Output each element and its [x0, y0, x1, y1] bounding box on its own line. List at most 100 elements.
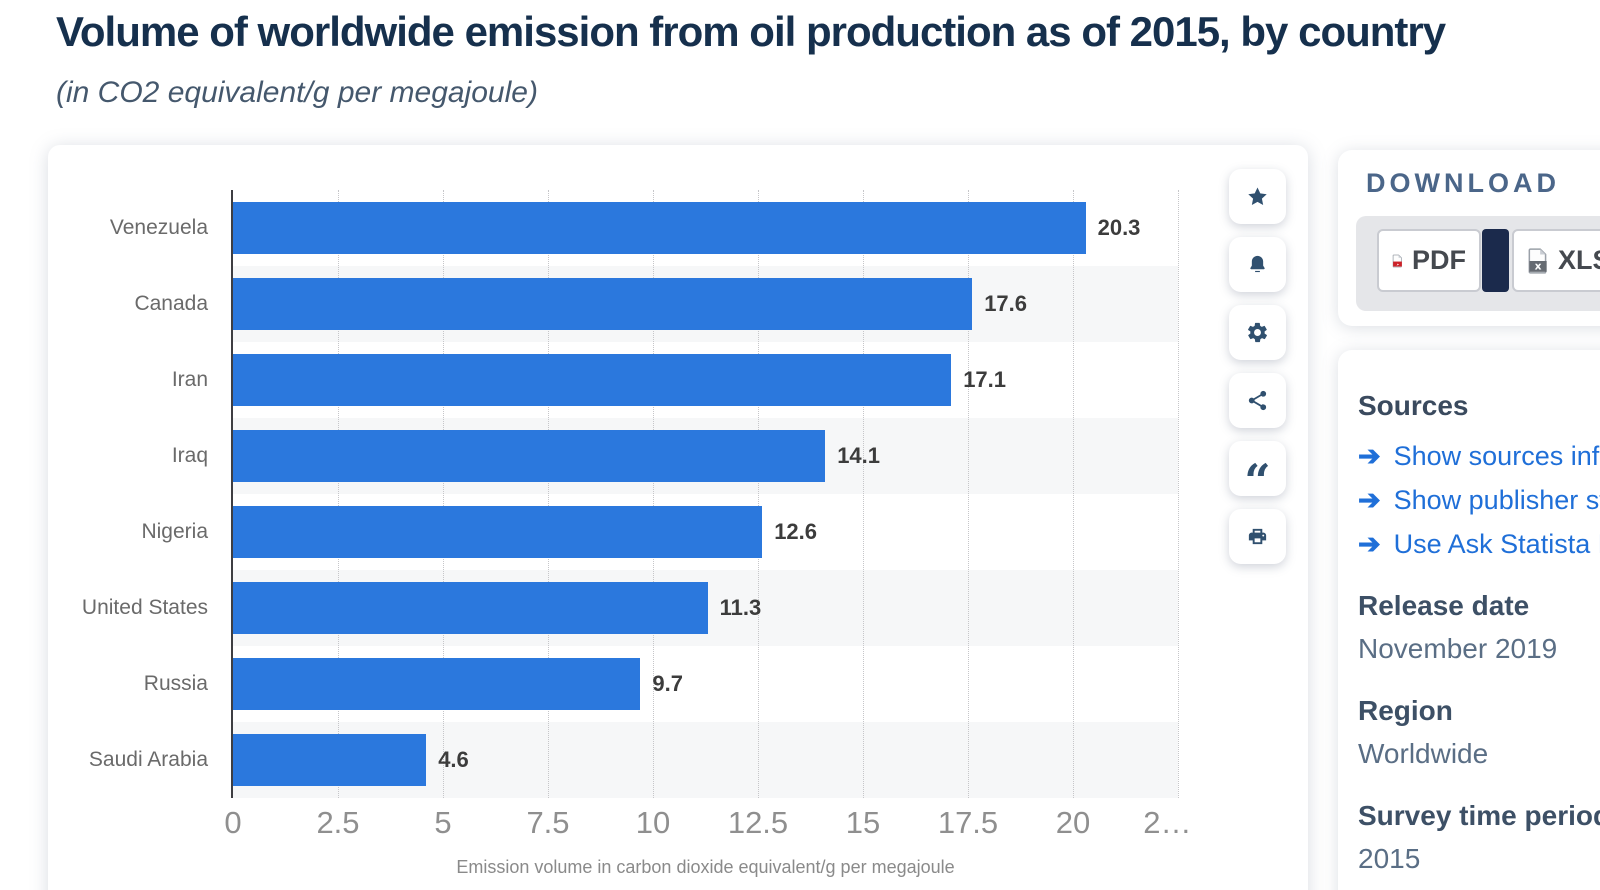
gear-icon [1248, 322, 1267, 343]
bell-icon [1250, 255, 1265, 273]
category-label: Nigeria [141, 520, 208, 543]
download-heading: DOWNLOAD [1366, 168, 1560, 198]
chart-card: Venezuela Canada Iran Iraq Nigeria United Sta… [48, 145, 1308, 890]
share-icon [1248, 390, 1267, 411]
bar-value-label: 20.3 [1097, 215, 1141, 240]
x-axis-caption: Emission volume in carbon dioxide equiva… [456, 857, 955, 877]
bar-nigeria [233, 506, 763, 558]
metadata-field-label: Survey time period [1358, 800, 1600, 831]
source-link-label: Use Ask Statista Research Service [1393, 528, 1600, 559]
x-tick-label: 7.5 [526, 805, 570, 840]
metadata-fields: Release date November 2019 Region Worldw… [1358, 588, 1600, 890]
bar-saudi-arabia [233, 734, 427, 786]
gridline [968, 190, 969, 798]
bar-united-states [233, 582, 708, 634]
quote-icon: “ [1244, 453, 1271, 508]
bar-row: 14.1 [233, 418, 1178, 494]
source-link[interactable]: ➔ Show publisher statistics [1358, 478, 1600, 522]
source-link[interactable]: ➔ Show sources information [1358, 434, 1600, 478]
metadata-field-label: Region [1358, 695, 1453, 726]
page-subtitle: (in CO2 equivalent/g per megajoule) [56, 76, 538, 109]
xls-file-icon [1528, 247, 1547, 274]
metadata-field: Region Worldwide [1358, 693, 1600, 772]
x-tick-label: 12.5 [727, 805, 789, 840]
pdf-button-label: PDF [1412, 245, 1466, 275]
bar-value-label: 17.1 [963, 367, 1007, 392]
star-icon [1248, 187, 1267, 206]
source-link-label: Show publisher statistics [1393, 484, 1600, 515]
x-tick-label: 20 [1055, 805, 1091, 840]
download-button-tray: PDF XLS [1356, 216, 1600, 311]
download-panel: DOWNLOAD PDF XLS [1338, 150, 1600, 326]
category-label: United States [81, 596, 208, 619]
x-tick-label: 2… [1143, 805, 1192, 840]
bar-row: 9.7 [233, 646, 1178, 722]
gridline [1073, 190, 1074, 798]
cite-button[interactable]: “ [1229, 441, 1286, 508]
metadata-field-value: Worldwide [1358, 738, 1489, 769]
source-link-label: Show sources information [1393, 440, 1600, 471]
metadata-field: Release date November 2019 [1358, 588, 1600, 667]
source-links: ➔ Show sources information ➔ Show publis… [1358, 434, 1600, 566]
gridline [758, 190, 759, 798]
bar-iraq [233, 430, 826, 482]
print-icon [1248, 528, 1267, 545]
metadata-field: Survey time period 2015 [1358, 798, 1600, 877]
print-button[interactable] [1229, 509, 1286, 564]
favorite-button[interactable] [1229, 169, 1286, 224]
pdf-file-icon [1392, 254, 1402, 267]
bar-chart-plot: 20.3 17.6 17.1 14.1 12.6 11.3 9.7 4.6 [233, 190, 1179, 798]
bar-canada [233, 278, 973, 330]
category-label: Iran [171, 368, 208, 391]
category-label: Canada [134, 292, 208, 315]
gridline [1178, 190, 1179, 798]
category-label: Saudi Arabia [88, 748, 208, 771]
bar-row: 17.6 [233, 266, 1178, 342]
page-title: Volume of worldwide emission from oil pr… [56, 8, 1446, 55]
bar-row: 20.3 [233, 190, 1178, 266]
gridline [338, 190, 339, 798]
arrow-right-icon: ➔ [1358, 440, 1381, 471]
bar-value-label: 12.6 [774, 519, 818, 544]
metadata-field-label: Release date [1358, 590, 1530, 621]
x-tick-label: 10 [635, 805, 671, 840]
pdf-plus-segment[interactable] [1482, 229, 1509, 292]
share-button[interactable] [1229, 373, 1286, 428]
download-pdf-button[interactable]: PDF [1377, 229, 1481, 292]
sources-heading: Sources [1358, 390, 1469, 421]
bar-value-label: 4.6 [438, 747, 469, 772]
category-label: Russia [143, 672, 208, 695]
category-label: Iraq [171, 444, 208, 467]
bar-row: 4.6 [233, 722, 1178, 798]
alert-button[interactable] [1229, 237, 1286, 292]
source-link[interactable]: ➔ Use Ask Statista Research Service [1358, 522, 1600, 566]
bar-iran [233, 354, 952, 406]
details-panel: Sources ➔ Show sources information ➔ Sho… [1338, 350, 1600, 890]
x-tick-label: 17.5 [937, 805, 999, 840]
gridline [863, 190, 864, 798]
xls-button-label: XLS [1558, 245, 1600, 275]
bar-row: 12.6 [233, 494, 1178, 570]
y-axis-line [231, 190, 233, 798]
metadata-field-value: November 2019 [1358, 633, 1558, 664]
gridline [443, 190, 444, 798]
bar-russia [233, 658, 641, 710]
bar-row: 17.1 [233, 342, 1178, 418]
bar-value-label: 9.7 [652, 671, 683, 696]
x-tick-label: 15 [845, 805, 881, 840]
bar-value-label: 17.6 [984, 291, 1028, 316]
chart-toolbar: “ [1229, 169, 1286, 577]
download-xls-button[interactable]: XLS [1512, 229, 1600, 292]
category-label: Venezuela [109, 216, 208, 239]
metadata-field-value: 2015 [1358, 843, 1421, 874]
bar-value-label: 11.3 [719, 595, 762, 620]
bar-venezuela [233, 202, 1086, 254]
settings-button[interactable] [1229, 305, 1286, 360]
gridline [653, 190, 654, 798]
arrow-right-icon: ➔ [1358, 528, 1381, 559]
x-tick-label: 2.5 [316, 805, 360, 840]
x-tick-label: 5 [434, 805, 452, 840]
bar-value-label: 14.1 [837, 443, 881, 468]
gridline [548, 190, 549, 798]
